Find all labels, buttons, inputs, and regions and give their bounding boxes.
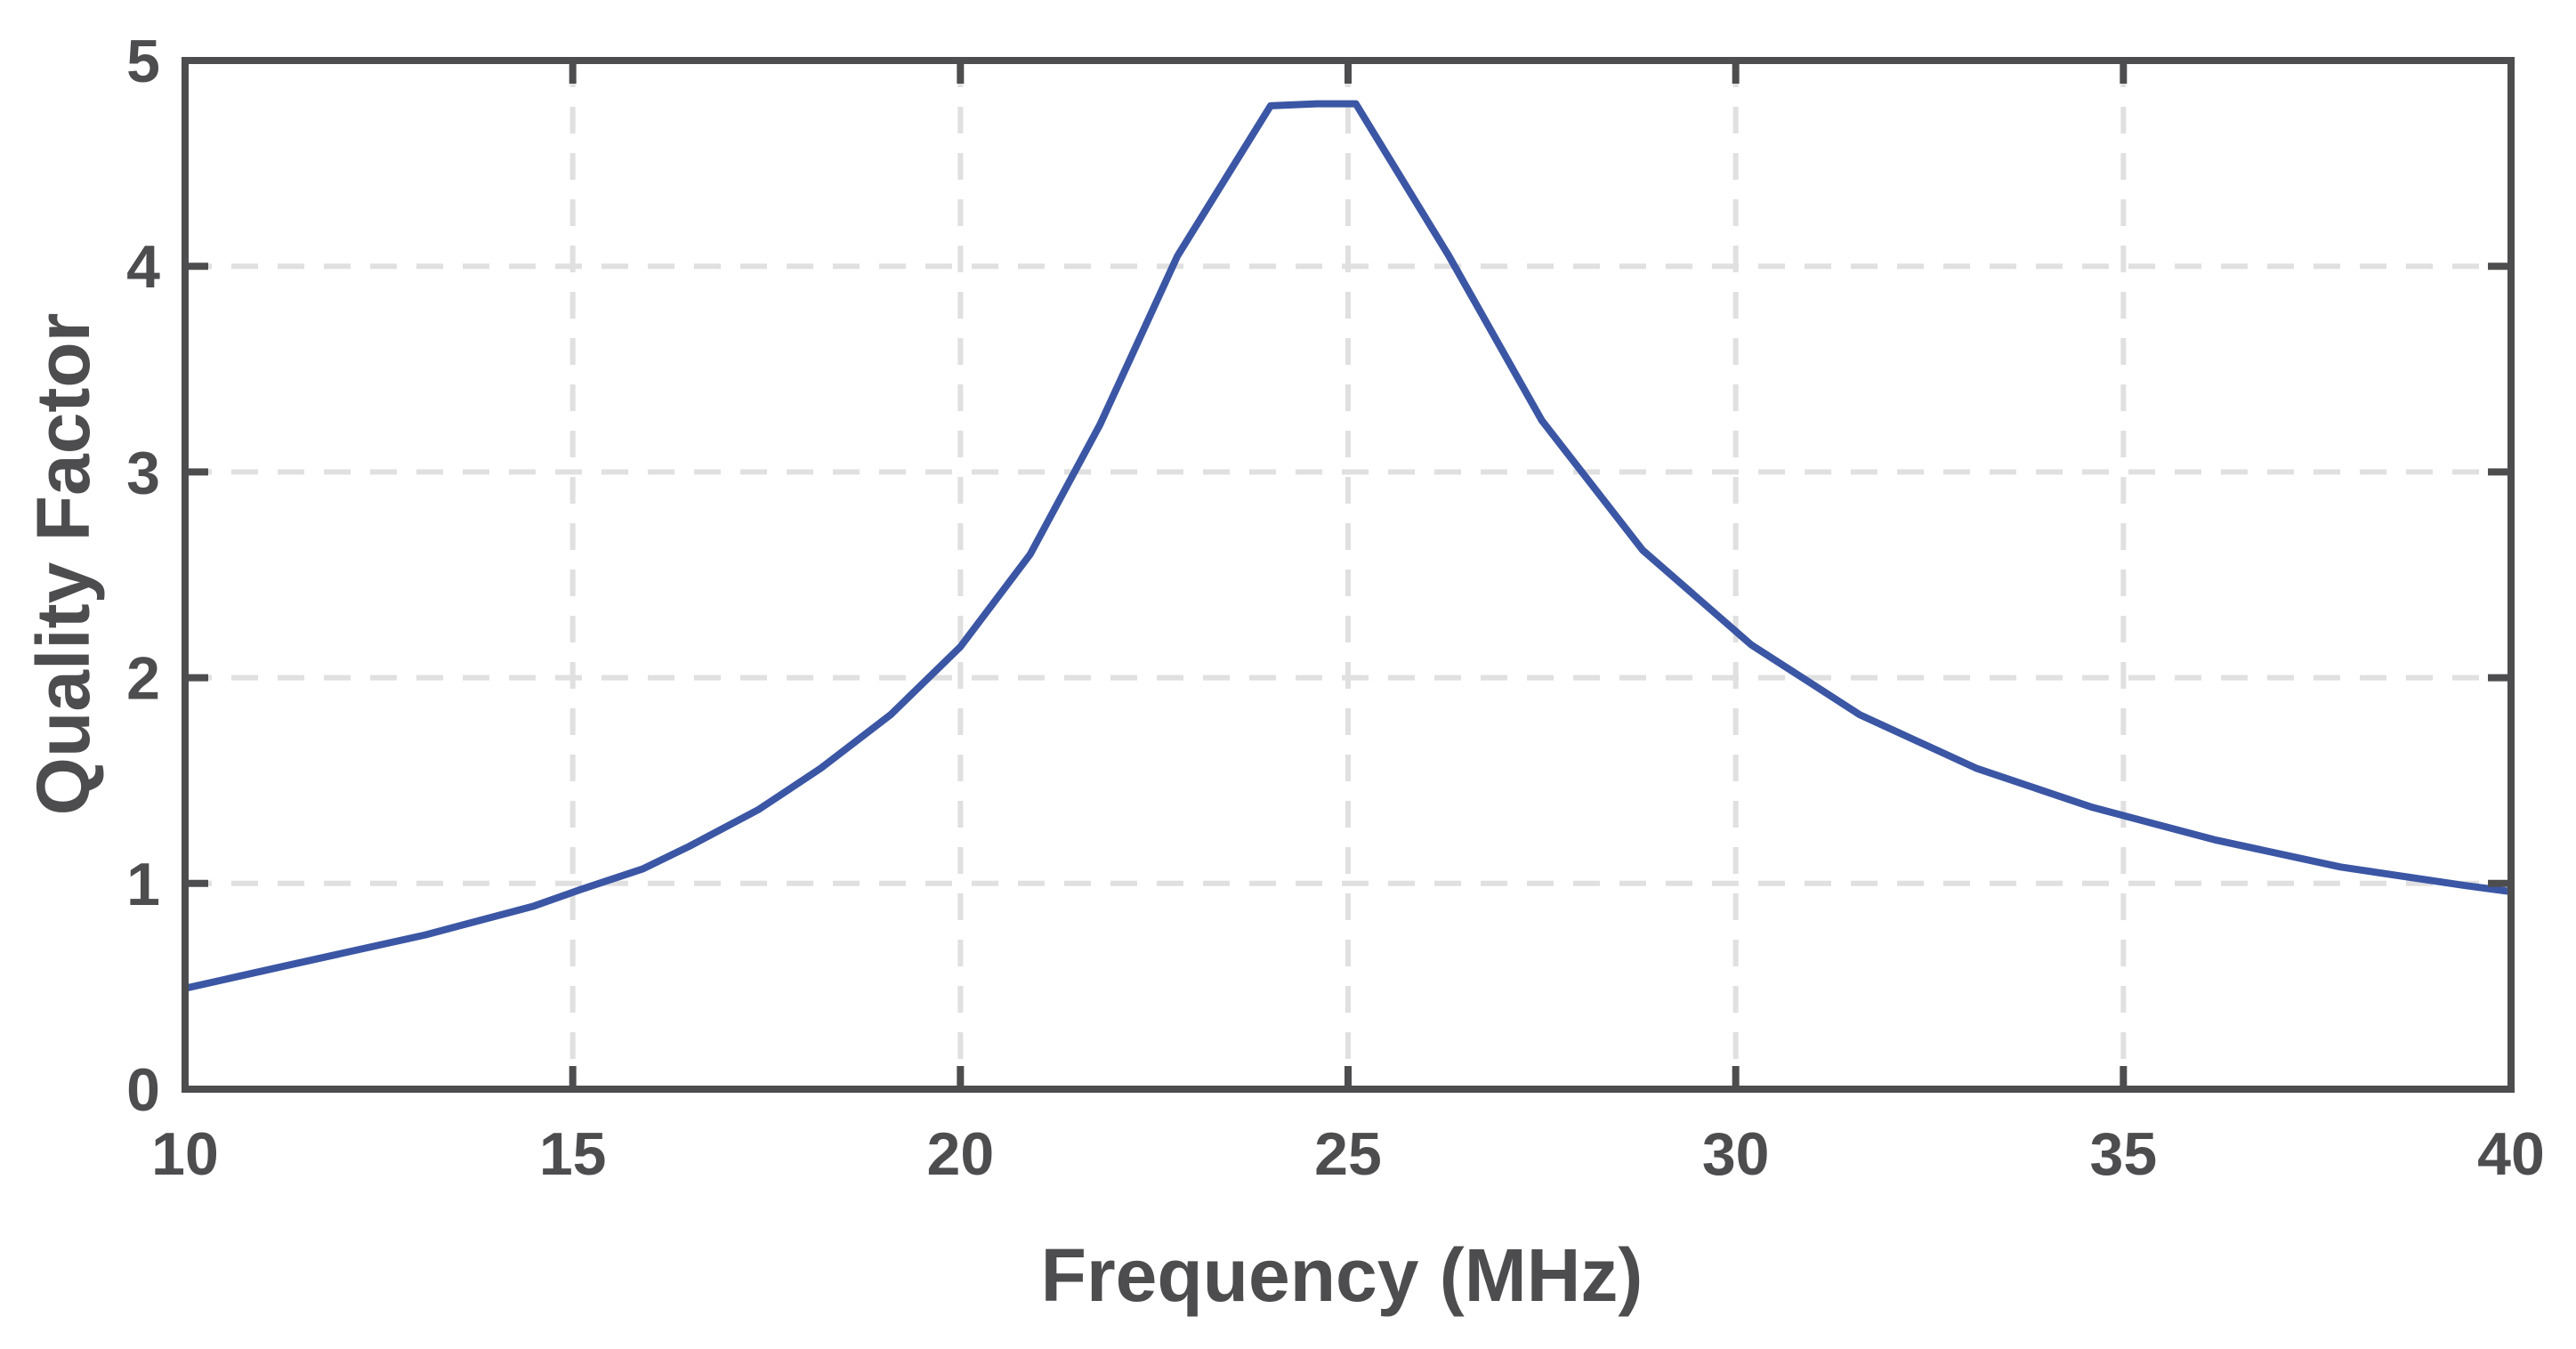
y-tick-label-3: 3 (126, 439, 160, 506)
x-tick-label-15: 15 (539, 1120, 607, 1188)
x-tick-label-25: 25 (1314, 1120, 1382, 1188)
ticks (182, 57, 2515, 1093)
x-tick-label-40: 40 (2477, 1120, 2545, 1188)
y-tick-label-0: 0 (126, 1056, 160, 1124)
x-tick-label-35: 35 (2090, 1120, 2158, 1188)
grid (185, 61, 2511, 1089)
tick-labels: 10 15 20 25 30 35 40 0 1 2 3 4 5 (126, 28, 2545, 1188)
x-tick-label-30: 30 (1702, 1120, 1770, 1188)
series-layer (182, 100, 2515, 992)
y-tick-label-4: 4 (126, 233, 160, 301)
y-axis-label: Quality Factor (21, 313, 105, 816)
y-tick-label-1: 1 (126, 851, 160, 918)
y-tick-label-5: 5 (126, 28, 160, 95)
x-axis-label: Frequency (MHz) (1041, 1233, 1643, 1317)
x-tick-label-10: 10 (151, 1120, 219, 1188)
x-tick-label-20: 20 (927, 1120, 995, 1188)
y-tick-label-2: 2 (126, 645, 160, 713)
series-line-1 (182, 100, 2515, 992)
